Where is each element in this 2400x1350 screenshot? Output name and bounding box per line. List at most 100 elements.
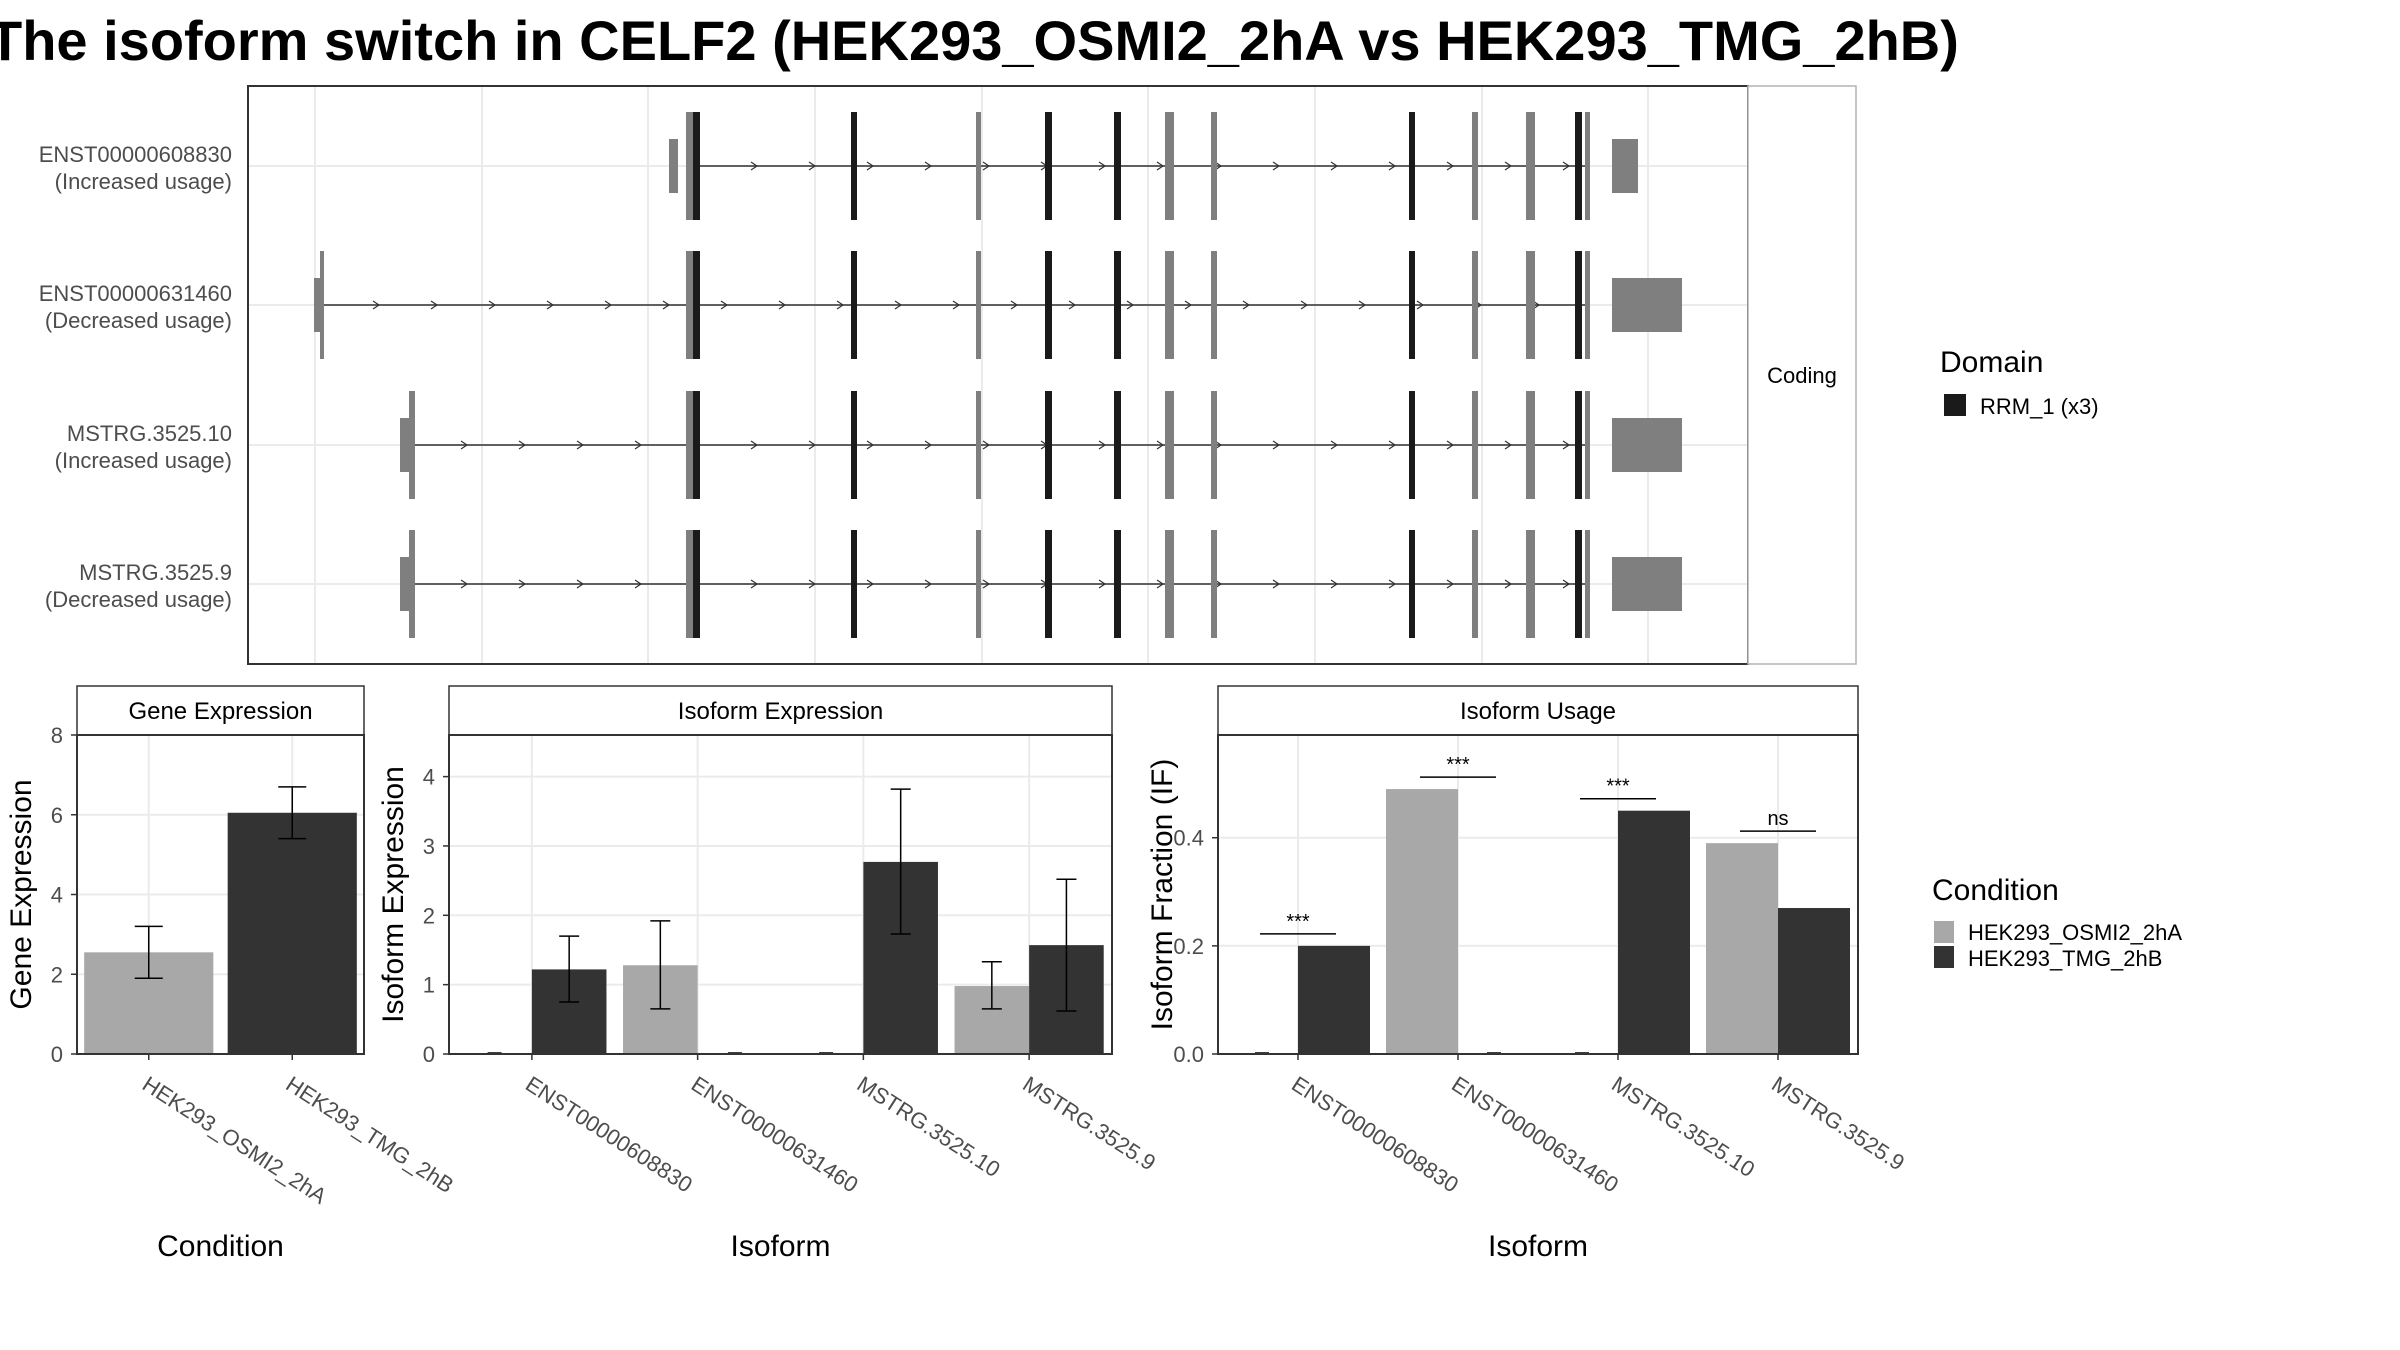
legend-swatch-condA [1934, 921, 1954, 943]
intron-arrow [1010, 300, 1019, 310]
domain-exon [693, 112, 700, 220]
x-tick-label: MSTRG.3525.10 [1607, 1071, 1759, 1182]
exon [1211, 391, 1217, 499]
domain-exon [1575, 112, 1582, 220]
exon [1585, 391, 1590, 499]
domain-exon [1114, 251, 1121, 359]
exon [400, 557, 410, 611]
intron-arrow [750, 161, 759, 171]
transcript-usage-label: (Increased usage) [55, 448, 232, 473]
exon [686, 391, 693, 499]
panel-title: Gene Expression [128, 698, 312, 725]
y-tick-label: 0.4 [1173, 826, 1204, 851]
facet-label-coding: Coding [1767, 363, 1837, 388]
intron-arrow [1388, 440, 1397, 450]
x-tick-label: MSTRG.3525.9 [1767, 1071, 1909, 1175]
intron-arrow [836, 300, 845, 310]
intron-arrow [1388, 161, 1397, 171]
significance-label: ns [1767, 808, 1788, 830]
intron-arrow [808, 161, 817, 171]
intron-arrow [1504, 579, 1513, 589]
intron-arrow [1242, 300, 1251, 310]
intron-arrow [1098, 161, 1107, 171]
bar [1618, 810, 1690, 1054]
intron-arrow [1156, 440, 1165, 450]
exon [409, 391, 415, 499]
domain-exon [1409, 112, 1415, 220]
exon [1211, 530, 1217, 638]
exon [409, 530, 415, 638]
domain-exon [1409, 251, 1415, 359]
intron-arrow [604, 300, 613, 310]
intron-arrow [1388, 579, 1397, 589]
intron-arrow [1446, 161, 1455, 171]
y-tick-label: 4 [51, 883, 63, 908]
panel-title: Isoform Usage [1460, 698, 1616, 725]
intron-arrow [894, 300, 903, 310]
intron-arrow [750, 440, 759, 450]
x-tick-label: ENST00000608830 [521, 1071, 697, 1197]
intron-arrow [1330, 579, 1339, 589]
intron-arrow [1300, 300, 1309, 310]
exon [1472, 530, 1478, 638]
intron-arrow [778, 300, 787, 310]
panel-title: Isoform Expression [678, 698, 883, 725]
intron-arrow [1416, 300, 1425, 310]
legend-condition-b: HEK293_TMG_2hB [1968, 946, 2162, 971]
intron-arrow [518, 579, 527, 589]
y-tick-label: 0.2 [1173, 934, 1204, 959]
intron-arrow [1098, 579, 1107, 589]
panel-border [76, 734, 365, 1055]
domain-exon [851, 251, 857, 359]
intron-arrow [1156, 161, 1165, 171]
exon [1526, 391, 1535, 499]
exon [1472, 112, 1478, 220]
intron-arrow [1504, 440, 1513, 450]
transcript-usage-label: (Decreased usage) [45, 308, 232, 333]
exon [1585, 112, 1590, 220]
intron-arrow [634, 440, 643, 450]
intron-arrow [460, 440, 469, 450]
intron-arrow [1330, 440, 1339, 450]
exon [1165, 391, 1174, 499]
exon [314, 278, 322, 332]
y-tick-label: 0 [51, 1042, 63, 1067]
exon [1165, 112, 1174, 220]
exon [686, 530, 693, 638]
significance-label: *** [1606, 776, 1630, 798]
domain-exon [851, 112, 857, 220]
intron-arrow [720, 300, 729, 310]
y-tick-label: 4 [423, 765, 435, 790]
y-tick-label: 3 [423, 834, 435, 859]
bar [1386, 789, 1458, 1054]
intron-arrow [866, 440, 875, 450]
exon [1526, 251, 1535, 359]
legend-domain-title: Domain [1940, 346, 2043, 379]
intron-arrow [1068, 300, 1077, 310]
intron-arrow [808, 440, 817, 450]
transcript-usage-label: (Decreased usage) [45, 587, 232, 612]
x-tick-label: ENST00000631460 [1447, 1071, 1623, 1197]
intron-arrow [750, 579, 759, 589]
exon [1526, 112, 1535, 220]
exon [1211, 112, 1217, 220]
panel-border [448, 734, 1113, 1055]
intron-arrow [982, 440, 991, 450]
intron-arrow [634, 579, 643, 589]
domain-exon [1114, 112, 1121, 220]
exon [976, 391, 981, 499]
transcript-label: ENST00000608830 [39, 142, 232, 167]
y-axis-title: Isoform Expression [377, 766, 410, 1023]
intron-arrow [1272, 161, 1281, 171]
last-exon [1612, 418, 1682, 472]
bar [1298, 945, 1370, 1054]
domain-exon [1409, 530, 1415, 638]
intron-arrow [460, 579, 469, 589]
exon [669, 139, 678, 193]
intron-arrow [518, 440, 527, 450]
bar [227, 812, 357, 1054]
x-tick-label: ENST00000608830 [1287, 1071, 1463, 1197]
exon [686, 251, 693, 359]
legend-condition-title: Condition [1932, 874, 2059, 907]
significance-label: *** [1446, 754, 1470, 776]
